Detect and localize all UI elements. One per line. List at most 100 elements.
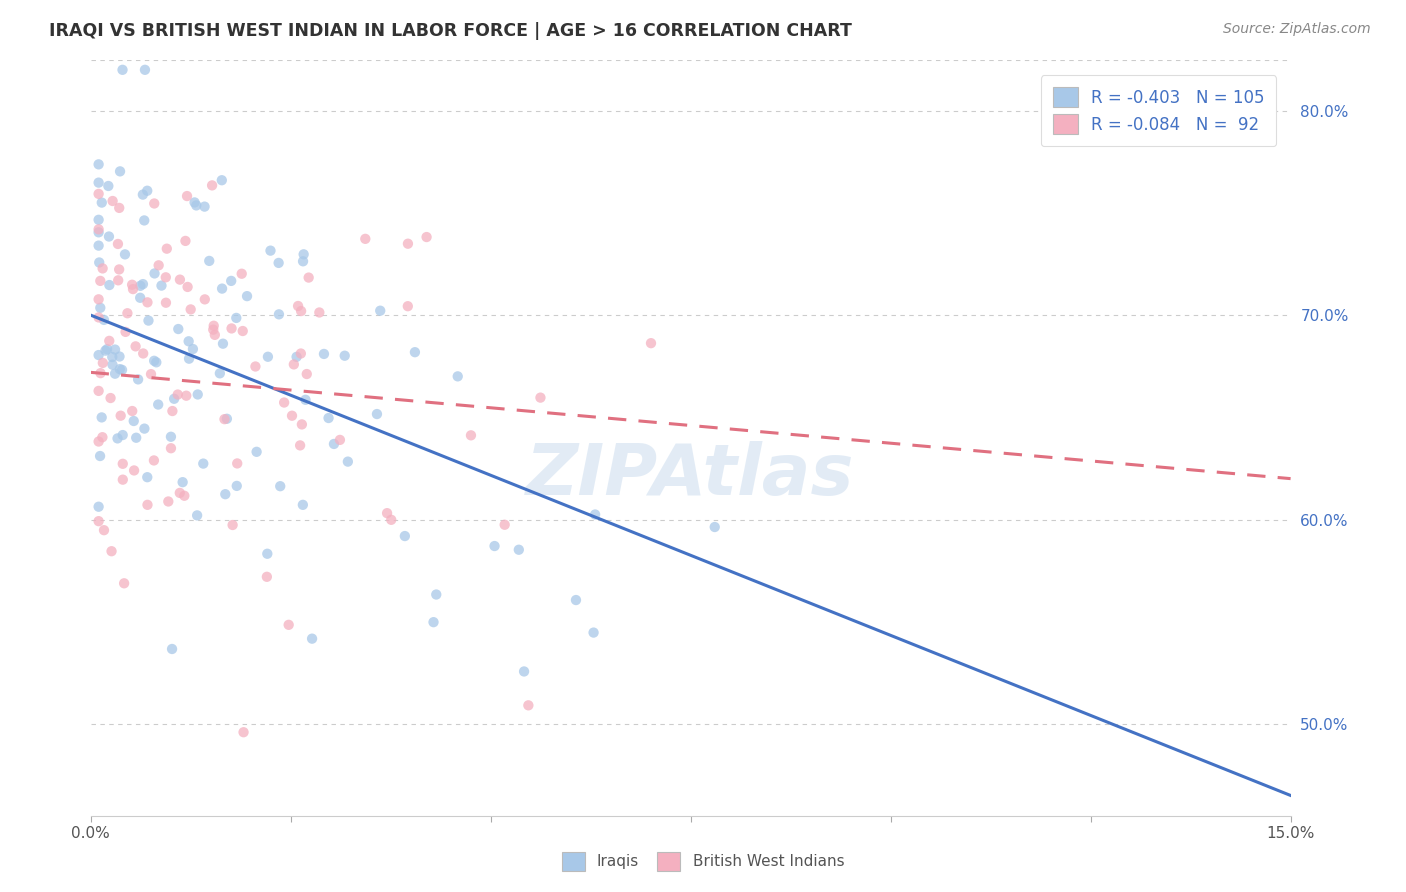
Point <box>136 498 159 512</box>
Point <box>129 291 152 305</box>
Point <box>494 517 516 532</box>
Point <box>225 479 247 493</box>
Point <box>167 322 190 336</box>
Point <box>193 200 215 214</box>
Point <box>174 389 197 403</box>
Point <box>202 318 225 333</box>
Point <box>208 367 231 381</box>
Point <box>145 355 167 369</box>
Point <box>380 513 402 527</box>
Point <box>212 336 235 351</box>
Point <box>186 198 208 212</box>
Point <box>513 665 536 679</box>
Point <box>89 274 111 288</box>
Point <box>101 350 124 364</box>
Point <box>90 410 112 425</box>
Point <box>396 236 419 251</box>
Point <box>290 304 312 318</box>
Point <box>127 372 149 386</box>
Point <box>87 157 110 171</box>
Point <box>89 255 111 269</box>
Point <box>87 176 110 190</box>
Point <box>162 404 184 418</box>
Point <box>375 506 398 520</box>
Point <box>193 457 215 471</box>
Point <box>283 358 305 372</box>
Point <box>87 500 110 514</box>
Point <box>285 350 308 364</box>
Point <box>114 247 136 261</box>
Point <box>202 323 225 337</box>
Point <box>91 430 114 444</box>
Point <box>114 325 136 339</box>
Point <box>333 349 356 363</box>
Point <box>98 334 121 348</box>
Point <box>136 184 159 198</box>
Point <box>101 194 124 208</box>
Point <box>132 187 155 202</box>
Point <box>211 282 233 296</box>
Point <box>156 242 179 256</box>
Point <box>87 514 110 528</box>
Point <box>90 195 112 210</box>
Point <box>132 346 155 360</box>
Point <box>336 455 359 469</box>
Point <box>98 278 121 293</box>
Point <box>91 356 114 370</box>
Point <box>174 234 197 248</box>
Point <box>290 346 312 360</box>
Point <box>139 367 162 381</box>
Point <box>89 366 111 380</box>
Point <box>101 358 124 372</box>
Point <box>134 62 156 77</box>
Point <box>124 339 146 353</box>
Point <box>87 186 110 201</box>
Point <box>287 299 309 313</box>
Point <box>232 324 254 338</box>
Point <box>87 293 110 307</box>
Point <box>246 445 269 459</box>
Point <box>148 398 170 412</box>
Point <box>267 256 290 270</box>
Point <box>292 247 315 261</box>
Point <box>87 310 110 325</box>
Point <box>160 442 183 456</box>
Point <box>121 404 143 418</box>
Point <box>484 539 506 553</box>
Point <box>225 310 247 325</box>
Point <box>108 262 131 277</box>
Point <box>583 508 606 522</box>
Point <box>96 342 118 356</box>
Point <box>354 232 377 246</box>
Point <box>93 523 115 537</box>
Point <box>277 617 299 632</box>
Point <box>143 353 166 368</box>
Point <box>214 487 236 501</box>
Point <box>181 342 204 356</box>
Point <box>87 222 110 236</box>
Point <box>122 414 145 428</box>
Point <box>108 164 131 178</box>
Point <box>221 518 243 533</box>
Point <box>143 267 166 281</box>
Legend: Iraqis, British West Indians: Iraqis, British West Indians <box>553 843 853 880</box>
Point <box>582 625 605 640</box>
Point <box>194 293 217 307</box>
Point <box>259 244 281 258</box>
Point <box>177 351 200 366</box>
Point <box>89 301 111 315</box>
Point <box>508 542 530 557</box>
Point <box>111 473 134 487</box>
Point <box>160 642 183 657</box>
Point <box>122 282 145 296</box>
Point <box>460 428 482 442</box>
Point <box>422 615 444 629</box>
Point <box>136 295 159 310</box>
Point <box>215 411 238 425</box>
Point <box>166 387 188 401</box>
Point <box>176 280 198 294</box>
Point <box>368 303 391 318</box>
Point <box>256 570 278 584</box>
Point <box>517 698 540 713</box>
Point <box>204 327 226 342</box>
